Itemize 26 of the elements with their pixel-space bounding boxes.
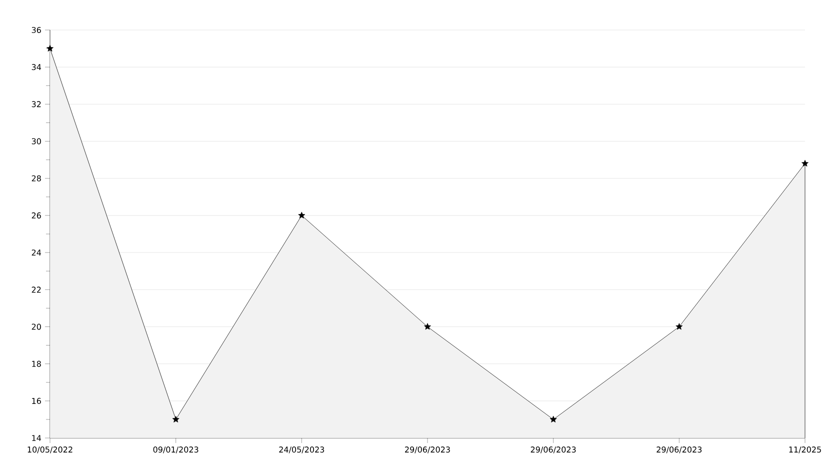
- y-tick-label: 24: [32, 250, 42, 256]
- y-tick-label: 28: [32, 175, 41, 182]
- point: [550, 416, 557, 422]
- y-tick-label: 26: [32, 212, 41, 218]
- point: [172, 416, 180, 422]
- y-tick-label: 36: [32, 26, 41, 34]
- x-tick-label: 11/2025: [789, 446, 821, 454]
- y-tick-label: 18: [32, 360, 41, 367]
- x-tick-label: 24/05/2023: [279, 446, 324, 454]
- y-tick-label: 22: [32, 286, 41, 293]
- y-tick-label: 34: [32, 64, 42, 70]
- y-tick-label: 16: [32, 398, 41, 404]
- point: [46, 44, 54, 52]
- x-tick-label: 10/05/2022: [28, 446, 72, 454]
- x-tick-label: 29/06/2023: [405, 446, 450, 454]
- y-tick-label: 14: [32, 435, 42, 441]
- point: [298, 212, 306, 218]
- point: [676, 323, 683, 330]
- point: [424, 323, 431, 330]
- y-tick-label: 32: [32, 101, 41, 108]
- point: [802, 160, 808, 167]
- x-tick-label: 29/06/2023: [656, 446, 702, 454]
- x-tick-label: 29/06/2023: [530, 446, 576, 454]
- x-tick-label: 09/01/2023: [153, 446, 198, 454]
- y-tick-label: 30: [32, 138, 41, 144]
- y-tick-label: 20: [32, 324, 41, 330]
